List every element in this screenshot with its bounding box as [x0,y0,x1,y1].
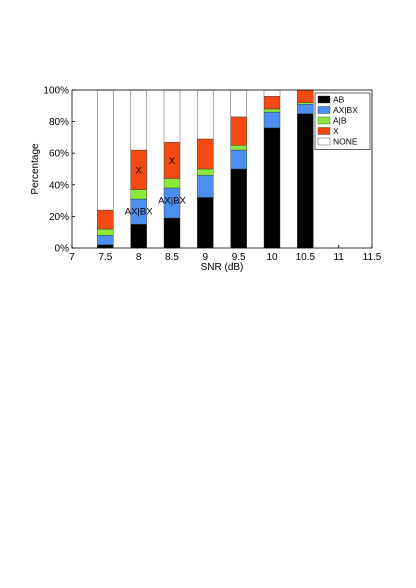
bar-annotation: AX|BX [158,196,186,207]
x-tick-label: 8.5 [165,252,179,263]
x-axis: 7 7.5 8 8.5 9 9.5 10 10.5 11 11.5 [69,245,382,263]
bar-segment-x [197,138,214,170]
bar-segment-a-b [130,189,147,200]
bar-segment-none [97,89,114,211]
y-tick-label: 100% [43,86,69,97]
y-tick-label: 40% [49,180,69,191]
x-tick-label: 7 [69,252,75,263]
y-axis-title: Percentage [30,143,41,195]
bar-segment-ax-bx [297,104,314,114]
bar-segment-a-b [263,108,281,113]
y-tick-label: 80% [49,117,69,128]
legend-label-ax-bx: AX|BX [333,105,358,115]
bar-segment-none [163,89,181,143]
bar-segment-ax-bx [197,175,214,198]
bar-segment-a-b [230,145,247,151]
legend-label-none: NONE [333,137,358,147]
bar-segment-x [263,96,281,110]
bar-annotation: X [135,166,142,177]
plot-frame [71,89,373,249]
bar-annotation: AX|BX [125,207,153,218]
bar-segment-x [230,116,247,146]
annotations-layer: X AX|BX X AX|BX [125,156,187,218]
legend-swatch-none [317,137,331,146]
bar-segment-none [197,89,214,140]
legend-label-a-b: A|B [333,116,347,126]
bar-segment-ab [230,168,247,249]
y-axis: 0% 20% 40% 60% 80% 100% [43,86,75,255]
bar-segment-none [130,89,147,151]
x-tick-label: 10 [266,252,278,263]
x-tick-label: 9 [203,252,209,263]
bars-layer [97,89,314,249]
legend-swatch-a-b [317,116,331,125]
legend-swatch-x [317,127,331,135]
x-axis-title: SNR (dB) [201,262,244,273]
bar-segment-ab [263,127,281,249]
legend-label-ab: AB [333,95,345,105]
bar-segment-ab [163,217,181,249]
bar-segment-x [97,209,114,230]
x-tick-label: 9.5 [232,252,246,263]
bar-segment-ab [197,197,214,249]
bar-segment-a-b [197,168,214,176]
y-tick-label: 0% [55,244,70,255]
y-tick-label: 60% [49,149,69,160]
bar-annotation: X [169,156,176,167]
legend-swatch-ab [317,95,331,104]
bar-segment-ab [297,113,314,249]
bar-segment-ax-bx [97,235,114,246]
legend-label-x: X [333,126,339,136]
bar-segment-x [297,89,314,103]
bar-segment-ax-bx [230,149,247,170]
bar-segment-a-b [297,102,314,105]
legend-swatch-ax-bx [317,106,331,114]
x-tick-label: 10.5 [296,252,316,263]
x-tick-label: 8 [136,252,142,263]
x-tick-label: 11 [333,252,344,263]
y-tick-label: 20% [49,212,69,223]
bar-segment-none [230,89,247,118]
bar-segment-a-b [163,178,181,189]
bar-segment-ab [130,224,147,249]
bar-segment-none [263,89,281,97]
x-tick-label: 11.5 [363,252,382,263]
x-tick-label: 7.5 [98,252,112,263]
bar-segment-ax-bx [263,111,281,129]
bar-segment-a-b [97,228,114,236]
